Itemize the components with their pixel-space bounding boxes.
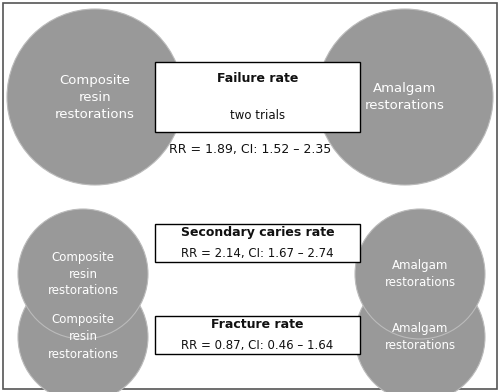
Text: RR = 1.89, CI: 1.52 – 2.35: RR = 1.89, CI: 1.52 – 2.35 [169,143,331,156]
Text: Amalgam
restorations: Amalgam restorations [384,259,456,289]
Circle shape [18,272,148,392]
Text: Fracture rate: Fracture rate [211,318,304,331]
Circle shape [7,9,183,185]
Text: Composite
resin
restorations: Composite resin restorations [48,250,118,298]
Circle shape [18,209,148,339]
Text: Composite
resin
restorations: Composite resin restorations [48,314,118,361]
Text: two trials: two trials [230,109,285,122]
Text: Secondary caries rate: Secondary caries rate [180,226,334,239]
Text: Amalgam
restorations: Amalgam restorations [384,322,456,352]
Circle shape [317,9,493,185]
Bar [155,62,360,132]
Text: Composite
resin
restorations: Composite resin restorations [55,74,135,120]
Bar [155,316,360,354]
Bar [155,224,360,262]
Text: Failure rate: Failure rate [217,72,298,85]
Text: RR = 0.87, CI: 0.46 – 1.64: RR = 0.87, CI: 0.46 – 1.64 [182,339,334,352]
Text: RR = 2.14, CI: 1.67 – 2.74: RR = 2.14, CI: 1.67 – 2.74 [181,247,334,260]
Circle shape [355,272,485,392]
Text: Amalgam
restorations: Amalgam restorations [365,82,445,112]
Circle shape [355,209,485,339]
